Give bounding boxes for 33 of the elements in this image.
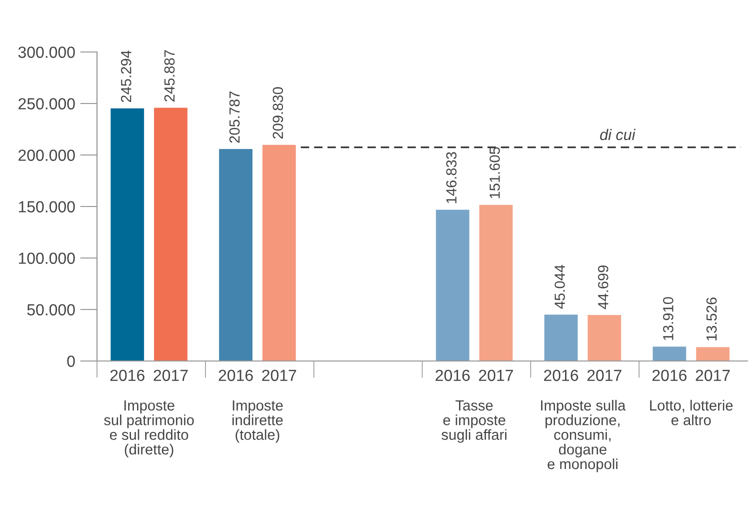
text: Lotto, lotterie e altro	[650, 400, 733, 426]
data-label: 13.910	[663, 297, 674, 340]
data-label: 13.526	[706, 298, 717, 340]
data-label: 205.787	[229, 92, 240, 143]
data-label: 245.294	[120, 50, 132, 102]
text: Imposte sulla produzione, consumi, dogane e monopoli	[541, 400, 626, 472]
x-tick-label: 2017	[696, 370, 730, 382]
y-tick-label: 100.000	[18, 252, 75, 264]
text: Tasse e imposte sugli affari	[442, 400, 506, 443]
y-tick-label: 300.000	[18, 46, 75, 58]
x-tick-label: 2017	[154, 370, 188, 382]
y-tick-label: 0	[67, 356, 75, 367]
data-label: 44.699	[598, 265, 608, 310]
data-label: 245.887	[164, 50, 175, 102]
text: Imposte indirette (totale)	[232, 400, 283, 443]
x-tick-label: 2016	[110, 370, 144, 382]
data-label: 45.044	[554, 264, 565, 309]
x-tick-label: 2017	[587, 370, 622, 382]
x-tick-label: 2017	[262, 370, 296, 382]
x-tick-label: 2017	[479, 370, 513, 382]
text: Imposte sul patrimonio e sul reddito (dirette)	[104, 400, 194, 458]
y-tick-label: 150.000	[18, 201, 75, 212]
y-tick-label: 250.000	[18, 98, 75, 110]
x-tick-label: 2016	[218, 370, 253, 382]
data-label: 151.605	[490, 147, 500, 198]
data-label: 209.830	[272, 87, 284, 139]
y-tick-label: 200.000	[18, 150, 75, 161]
data-label: 146.833	[446, 152, 457, 204]
ref-line-label: di cui	[600, 128, 636, 140]
y-tick-label: 50.000	[27, 304, 75, 316]
x-tick-label: 2016	[544, 370, 578, 382]
x-tick-label: 2016	[436, 370, 470, 382]
x-tick-label: 2016	[652, 370, 687, 382]
